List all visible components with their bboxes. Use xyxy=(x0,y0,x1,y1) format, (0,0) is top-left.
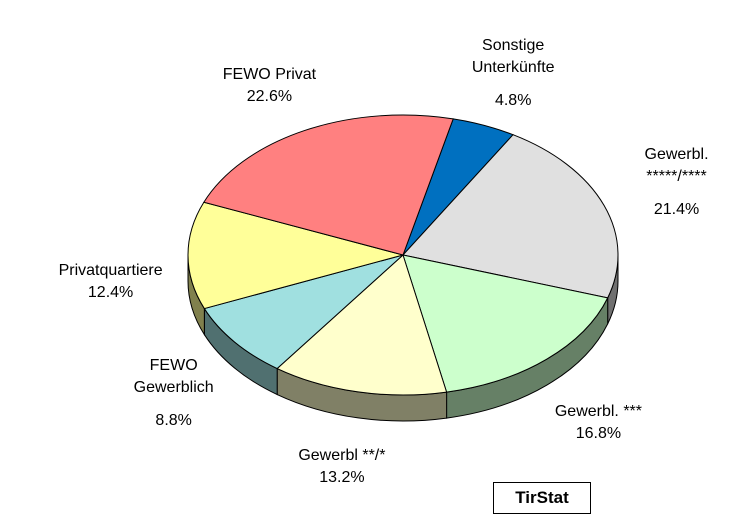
value-label: 4.8% xyxy=(494,91,532,109)
value-label: 13.2% xyxy=(319,469,365,487)
pie-slice xyxy=(203,254,404,370)
annotation: TirStat xyxy=(493,482,591,514)
slice-label: FEWO Gewerblich xyxy=(133,357,214,397)
slice-label: Gewerbl **/* xyxy=(298,447,386,465)
slice-label: FEWO Privat xyxy=(222,65,317,83)
slice-label: Gewerbl. *** xyxy=(554,402,642,420)
pie-slice xyxy=(276,254,448,396)
value-label: 21.4% xyxy=(653,200,700,218)
value-label: 8.8% xyxy=(155,412,192,430)
pie-slice xyxy=(187,201,405,310)
slice-label: Privatquartiere xyxy=(58,261,163,279)
value-label: 16.8% xyxy=(575,424,622,442)
pie-slice xyxy=(203,114,454,256)
pie-slice xyxy=(402,134,619,299)
value-label: 22.6% xyxy=(246,87,293,105)
slice-label: Sonstige Unterkünfte xyxy=(471,36,555,76)
pie-slice xyxy=(402,254,609,393)
slice-label: Gewerbl. *****/**** xyxy=(644,145,709,185)
value-label: 12.4% xyxy=(87,283,134,301)
